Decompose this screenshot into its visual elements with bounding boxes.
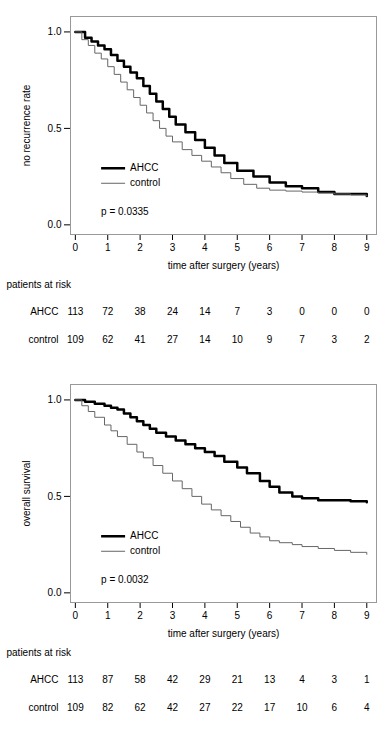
svg-text:109: 109 [67, 334, 84, 345]
svg-text:0: 0 [332, 306, 338, 317]
svg-text:overall survival: overall survival [21, 460, 32, 526]
svg-text:0.5: 0.5 [48, 491, 62, 502]
svg-text:AHCC: AHCC [30, 674, 58, 685]
svg-text:7: 7 [299, 242, 305, 253]
svg-text:1.0: 1.0 [48, 394, 62, 405]
svg-text:3: 3 [332, 334, 338, 345]
svg-text:AHCC: AHCC [130, 530, 158, 541]
svg-text:82: 82 [102, 702, 114, 713]
svg-text:87: 87 [102, 674, 114, 685]
svg-text:9: 9 [267, 334, 273, 345]
svg-text:2: 2 [364, 334, 370, 345]
svg-text:4: 4 [202, 242, 208, 253]
svg-text:1: 1 [364, 674, 370, 685]
svg-text:41: 41 [135, 334, 147, 345]
svg-text:10: 10 [296, 702, 308, 713]
svg-text:10: 10 [232, 334, 244, 345]
svg-text:113: 113 [67, 674, 83, 685]
svg-text:control: control [130, 545, 160, 556]
svg-text:0: 0 [299, 306, 305, 317]
svg-text:72: 72 [102, 306, 114, 317]
svg-text:0.0: 0.0 [48, 219, 62, 230]
svg-text:109: 109 [67, 702, 84, 713]
svg-text:38: 38 [135, 306, 147, 317]
svg-text:62: 62 [135, 702, 147, 713]
svg-text:3: 3 [170, 242, 176, 253]
svg-text:AHCC: AHCC [30, 306, 58, 317]
svg-text:8: 8 [332, 242, 338, 253]
svg-text:3: 3 [170, 610, 176, 621]
svg-text:62: 62 [102, 334, 114, 345]
svg-text:42: 42 [167, 702, 179, 713]
svg-text:2: 2 [137, 610, 143, 621]
svg-text:42: 42 [167, 674, 179, 685]
svg-text:27: 27 [199, 702, 211, 713]
svg-text:9: 9 [364, 242, 370, 253]
svg-text:5: 5 [234, 242, 240, 253]
svg-text:14: 14 [199, 334, 211, 345]
svg-text:7: 7 [234, 306, 240, 317]
svg-text:time after surgery (years): time after surgery (years) [168, 260, 280, 271]
svg-text:3: 3 [332, 674, 338, 685]
svg-text:control: control [130, 177, 160, 188]
svg-text:patients at risk: patients at risk [7, 647, 72, 658]
svg-text:AHCC: AHCC [130, 162, 158, 173]
svg-text:29: 29 [199, 674, 211, 685]
svg-text:p = 0.0032: p = 0.0032 [101, 574, 149, 585]
svg-text:2: 2 [137, 242, 143, 253]
svg-text:3: 3 [267, 306, 273, 317]
svg-text:4: 4 [364, 702, 370, 713]
svg-text:4: 4 [202, 610, 208, 621]
svg-text:24: 24 [167, 306, 179, 317]
svg-text:14: 14 [199, 306, 211, 317]
svg-text:1: 1 [105, 242, 111, 253]
svg-text:p = 0.0335: p = 0.0335 [101, 206, 149, 217]
svg-text:13: 13 [264, 674, 276, 685]
svg-text:1: 1 [105, 610, 111, 621]
svg-text:7: 7 [299, 334, 305, 345]
svg-text:control: control [28, 702, 58, 713]
svg-text:time after surgery (years): time after surgery (years) [168, 628, 280, 639]
svg-text:no recurrence rate: no recurrence rate [21, 84, 32, 166]
svg-text:0: 0 [73, 610, 79, 621]
svg-text:17: 17 [264, 702, 276, 713]
svg-text:4: 4 [299, 674, 305, 685]
svg-text:1.0: 1.0 [48, 26, 62, 37]
svg-text:0.0: 0.0 [48, 587, 62, 598]
svg-text:22: 22 [232, 702, 244, 713]
svg-text:control: control [28, 334, 58, 345]
svg-text:6: 6 [267, 242, 273, 253]
svg-text:21: 21 [232, 674, 244, 685]
svg-text:0.5: 0.5 [48, 123, 62, 134]
svg-text:58: 58 [135, 674, 147, 685]
svg-text:7: 7 [299, 610, 305, 621]
svg-text:5: 5 [234, 610, 240, 621]
svg-text:patients at risk: patients at risk [7, 279, 72, 290]
svg-text:27: 27 [167, 334, 179, 345]
svg-text:113: 113 [67, 306, 83, 317]
svg-text:0: 0 [73, 242, 79, 253]
svg-text:0: 0 [364, 306, 370, 317]
svg-text:6: 6 [267, 610, 273, 621]
svg-text:8: 8 [332, 610, 338, 621]
svg-text:6: 6 [332, 702, 338, 713]
svg-text:9: 9 [364, 610, 370, 621]
